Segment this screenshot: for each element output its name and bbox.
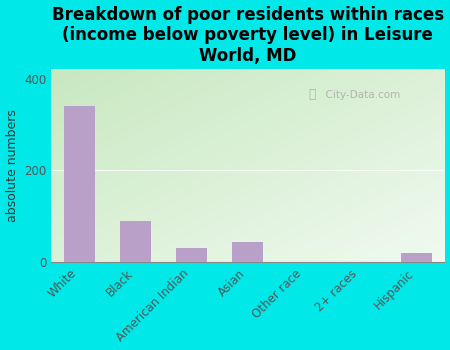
Bar — [232, 241, 263, 262]
Bar — [176, 248, 207, 262]
Bar — [120, 221, 151, 262]
Text: City-Data.com: City-Data.com — [319, 90, 400, 99]
Bar — [64, 106, 95, 262]
Bar — [401, 253, 432, 262]
Title: Breakdown of poor residents within races
(income below poverty level) in Leisure: Breakdown of poor residents within races… — [52, 6, 444, 65]
Y-axis label: absolute numbers: absolute numbers — [5, 110, 18, 222]
Text: ⓘ: ⓘ — [309, 88, 316, 101]
